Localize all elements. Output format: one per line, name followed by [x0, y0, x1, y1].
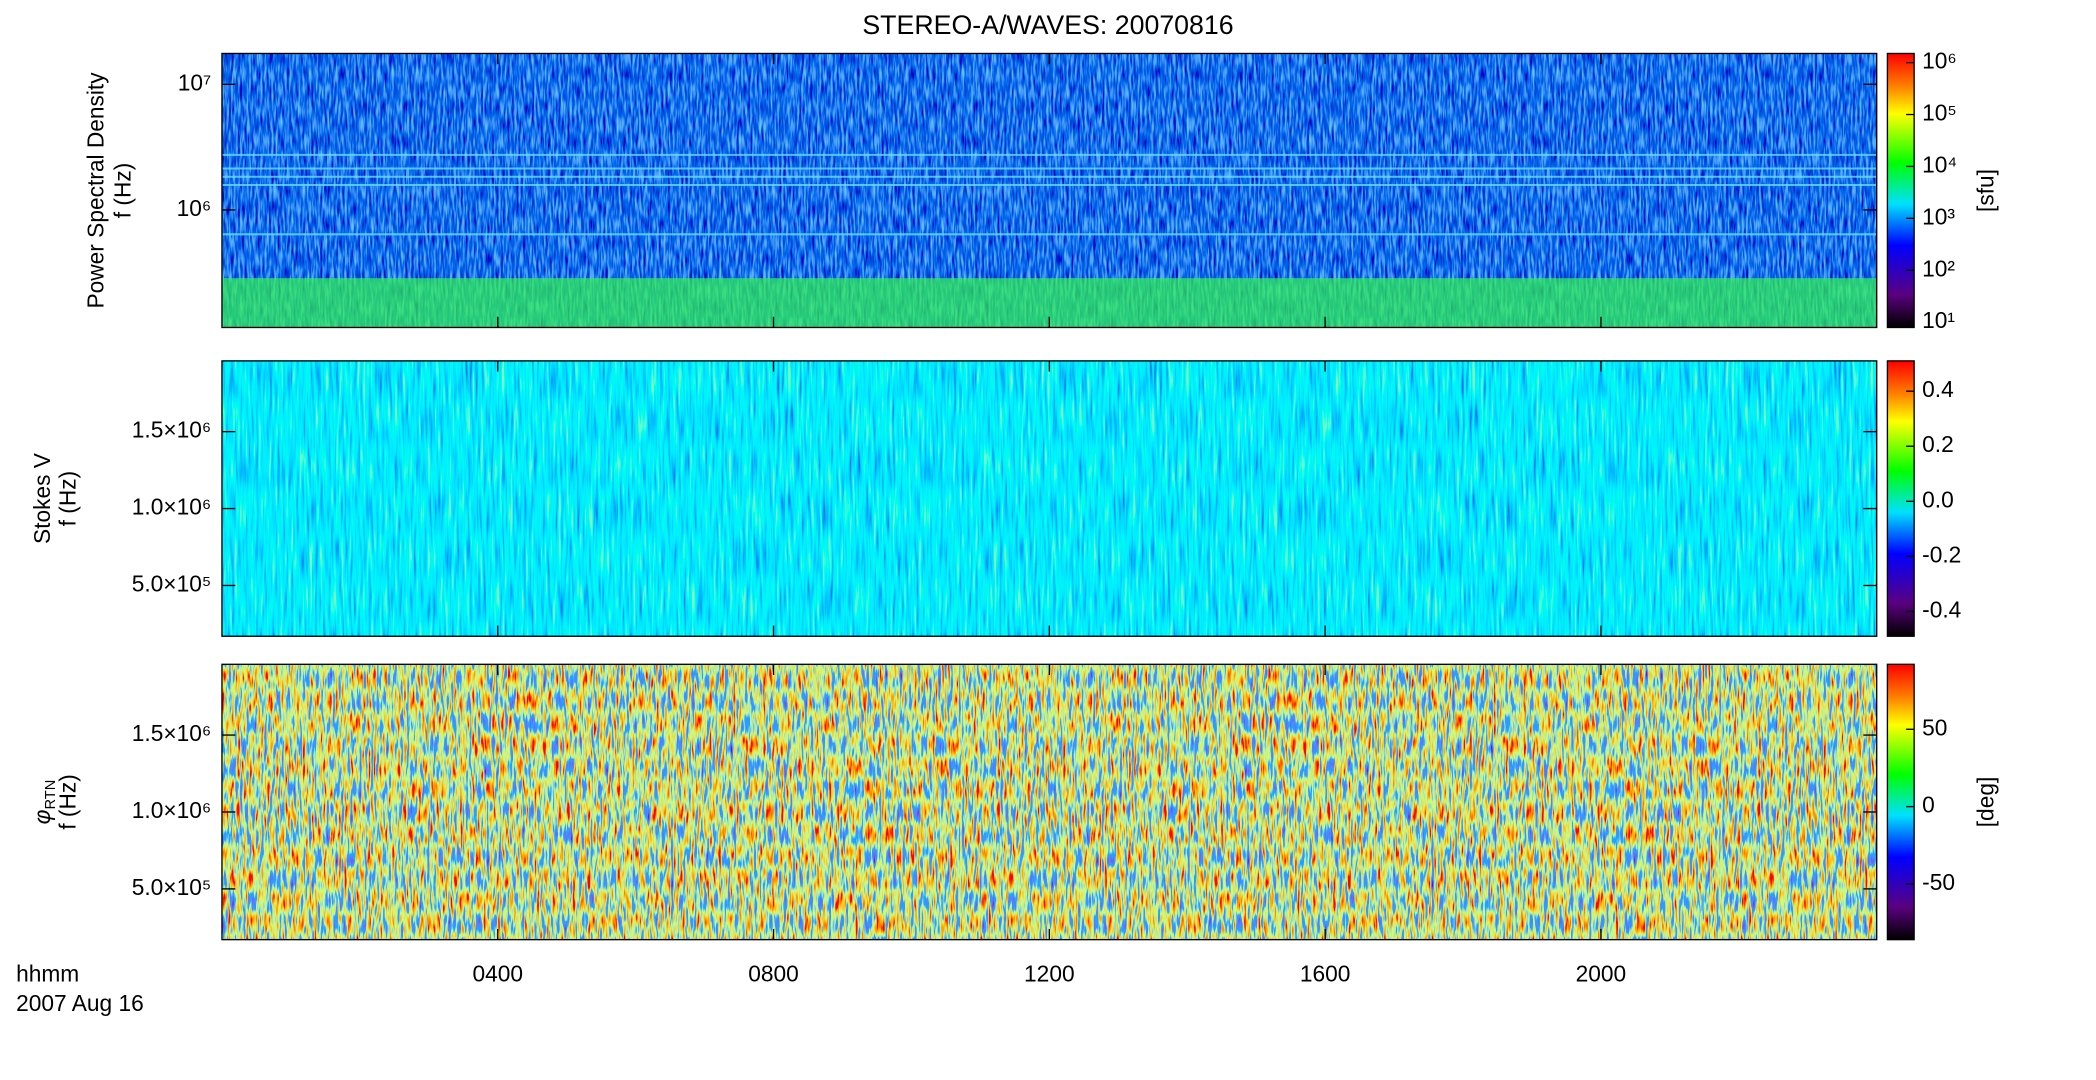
colorbar-tick-label: 10² [1922, 255, 1955, 281]
y-tick-label: 1.0×10⁶ [132, 797, 211, 823]
colorbar-tick-label: 0.0 [1922, 486, 1954, 512]
chart-title: STEREO-A/WAVES: 20070816 [862, 10, 1233, 40]
colorbar-tick-label: 10⁵ [1922, 100, 1957, 126]
colorbar-tick-label: -50 [1922, 869, 1955, 895]
colorbar-tick-label: 0 [1922, 792, 1935, 818]
colorbar-tick-label: 0.2 [1922, 431, 1954, 457]
colorbar-tick-label: 10¹ [1922, 307, 1955, 333]
y-tick-label: 5.0×10⁵ [132, 874, 212, 900]
x-tick-label: 0800 [748, 961, 799, 987]
y-tick-label: 1.5×10⁶ [132, 720, 211, 746]
colorbar-tick-label: 10⁴ [1922, 151, 1957, 177]
x-tick-label: 2000 [1576, 961, 1627, 987]
spectrogram-image [221, 664, 1877, 940]
colorbar [1886, 663, 1915, 941]
y-axis-unit: f (Hz) [109, 163, 135, 219]
x-tick-label: 0400 [472, 961, 523, 987]
x-tick-label: 1600 [1300, 961, 1351, 987]
y-axis-unit: f (Hz) [55, 774, 81, 830]
y-axis-label: Power Spectral Density [83, 72, 109, 309]
colorbar-tick-label: 10⁶ [1922, 48, 1957, 74]
colorbar-tick-label: 0.4 [1922, 376, 1954, 402]
y-axis-label: φRTN [29, 780, 59, 825]
colorbar-tick-label: -0.2 [1922, 541, 1961, 567]
colorbar-label: [sfu] [1973, 169, 1999, 212]
y-axis-unit: f (Hz) [55, 471, 81, 527]
colorbar-tick-label: 50 [1922, 714, 1947, 740]
colorbar [1886, 360, 1915, 637]
x-axis-label: hhmm [16, 961, 79, 987]
y-tick-label: 1.5×10⁶ [132, 417, 211, 443]
colorbar-tick-label: -0.4 [1922, 596, 1961, 622]
colorbar-tick-label: 10³ [1922, 203, 1955, 229]
y-axis-label: Stokes V [29, 452, 55, 544]
x-tick-label: 1200 [1024, 961, 1075, 987]
y-tick-label: 10⁷ [178, 69, 212, 95]
spectrogram-image [221, 360, 1877, 637]
colorbar-label: [deg] [1973, 777, 1999, 828]
y-tick-label: 1.0×10⁶ [132, 494, 211, 520]
date-label: 2007 Aug 16 [16, 990, 144, 1016]
y-tick-label: 5.0×10⁵ [132, 570, 212, 596]
colorbar [1886, 52, 1915, 329]
y-tick-label: 10⁶ [177, 195, 212, 221]
y-axis-subscript: RTN [43, 780, 59, 810]
y-axis-symbol: φ [29, 809, 55, 824]
